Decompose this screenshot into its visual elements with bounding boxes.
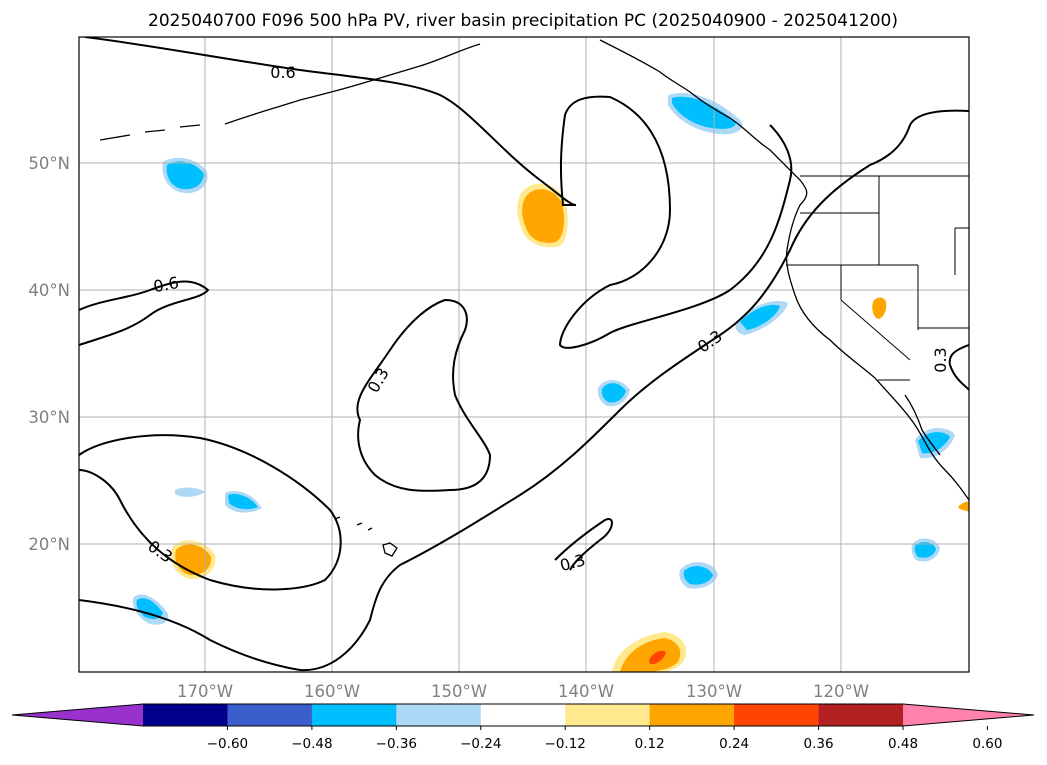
neg-anomaly-area <box>601 383 626 403</box>
pv-contour-0.6 <box>84 37 793 349</box>
latitude-axis: 50°N 40°N 30°N 20°N <box>28 154 70 554</box>
pos-strong-anomaly-area <box>649 650 666 665</box>
lat-label: 20°N <box>28 535 70 554</box>
neg-anomaly-area <box>228 494 258 510</box>
north-america-coast <box>599 39 969 501</box>
colorbar-segment <box>818 704 904 726</box>
neg-anomaly-area <box>740 304 780 330</box>
pv-contour-0.3-main <box>79 109 969 672</box>
colorbar-tick-label: 0.12 <box>635 736 665 752</box>
pv-contour-0.3-south <box>554 518 613 571</box>
lon-label: 120°W <box>813 682 869 701</box>
neg-anomaly-area <box>914 542 936 558</box>
colorbar-segment <box>734 704 820 726</box>
colorbar-segment <box>311 704 397 726</box>
neg-anomaly-area <box>175 487 205 497</box>
colorbar-tick-label: 0.36 <box>804 736 834 752</box>
contour-label: 0.6 <box>152 273 180 296</box>
colorbar-segment <box>649 704 735 726</box>
colorbar-tick-label: −0.24 <box>460 736 501 752</box>
lat-label: 50°N <box>28 154 70 173</box>
colorbar-tick-label: 0.48 <box>888 736 918 752</box>
lat-label: 30°N <box>28 408 70 427</box>
lon-label: 160°W <box>304 682 360 701</box>
colorbar-tick-label: −0.12 <box>545 736 586 752</box>
colorbar-segment <box>143 704 228 726</box>
precip-shading <box>132 93 969 672</box>
state-border <box>840 299 911 361</box>
colorbar-extend-high <box>903 704 1034 726</box>
colorbar-extend-low <box>12 704 143 726</box>
graticule <box>79 37 969 672</box>
pv-contours <box>79 37 969 672</box>
neg-anomaly-area <box>136 598 163 619</box>
map-background <box>79 37 969 672</box>
neg-anomaly-area <box>166 161 204 190</box>
contour-label: 0.6 <box>270 63 295 82</box>
pv-contour-0.3-sw <box>79 434 342 591</box>
pos-anomaly-area <box>522 189 564 243</box>
lon-label: 140°W <box>558 682 614 701</box>
neg-anomaly-area <box>918 432 950 454</box>
colorbar-segment <box>396 704 482 726</box>
aleutian-islands <box>99 124 201 141</box>
lat-label: 40°N <box>28 281 70 300</box>
colorbar-segment <box>480 704 566 726</box>
colorbar-tick-label: 0.24 <box>719 736 749 752</box>
contour-label: 0.3 <box>931 347 950 372</box>
political-borders <box>786 175 969 381</box>
colorbar: −0.60 −0.48 −0.36 −0.24 −0.12 0.12 0.24 0.36 0.4… <box>11 703 1035 752</box>
colorbar-tick-label: −0.48 <box>291 736 332 752</box>
colorbar-tick-label: 0.60 <box>972 736 1002 752</box>
hawaii-island <box>382 542 398 557</box>
lon-label: 130°W <box>686 682 742 701</box>
pv-contour-0.3-east <box>948 344 969 391</box>
colorbar-tick-label: −0.36 <box>376 736 417 752</box>
pv-contour-0.6-west <box>79 280 210 346</box>
baja-coast <box>904 394 941 456</box>
map-title: 2025040700 F096 500 hPa PV, river basin … <box>148 11 898 31</box>
map-frame <box>78 36 970 673</box>
longitude-axis: 170°W 160°W 150°W 140°W 130°W 120°W <box>177 682 869 701</box>
pos-anomaly-area <box>620 638 681 672</box>
pv-contour-0.3-central <box>356 298 492 492</box>
neg-anomaly-area <box>672 96 736 129</box>
alaska-coast <box>224 43 481 125</box>
colorbar-segment <box>227 704 313 726</box>
neg-anomaly-area <box>683 566 713 585</box>
colorbar-outline <box>11 703 1035 727</box>
lon-label: 150°W <box>431 682 487 701</box>
coastlines <box>99 39 969 557</box>
colorbar-segment <box>565 704 651 726</box>
colorbar-tick-label: −0.60 <box>207 736 248 752</box>
pos-anomaly-area <box>872 297 887 319</box>
lon-label: 170°W <box>177 682 233 701</box>
pos-anomaly-area <box>958 501 969 512</box>
map-layers: 0.6 0.6 0.3 0.3 0.3 0.3 0.3 <box>79 37 969 672</box>
